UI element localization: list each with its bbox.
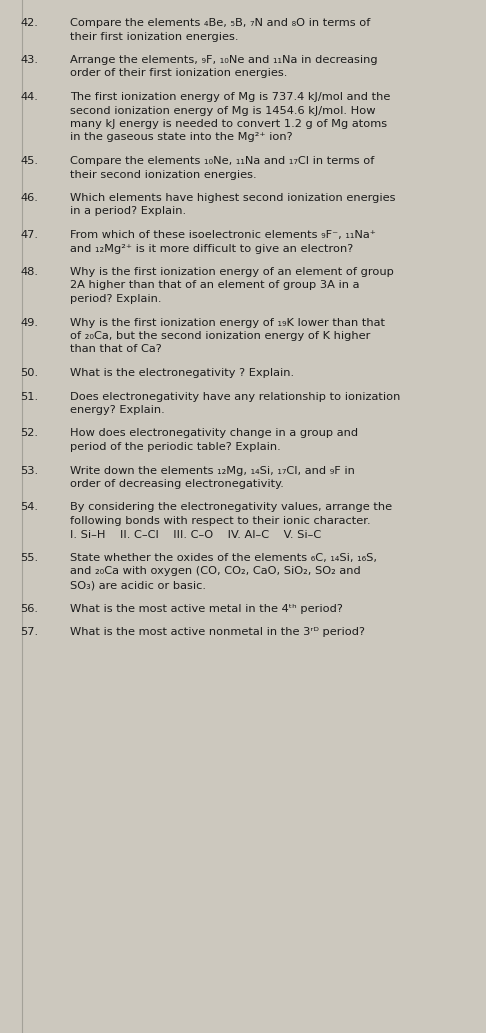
Text: in the gaseous state into the Mg²⁺ ion?: in the gaseous state into the Mg²⁺ ion? — [70, 132, 293, 143]
Text: 56.: 56. — [20, 603, 38, 614]
Text: Why is the first ionization energy of an element of group: Why is the first ionization energy of an… — [70, 267, 394, 277]
Text: period of the periodic table? Explain.: period of the periodic table? Explain. — [70, 442, 281, 452]
Text: By considering the electronegativity values, arrange the: By considering the electronegativity val… — [70, 502, 392, 512]
Text: energy? Explain.: energy? Explain. — [70, 405, 165, 415]
Text: second ionization energy of Mg is 1454.6 kJ/mol. How: second ionization energy of Mg is 1454.6… — [70, 105, 376, 116]
Text: How does electronegativity change in a group and: How does electronegativity change in a g… — [70, 429, 358, 438]
Text: 48.: 48. — [20, 267, 38, 277]
Text: 55.: 55. — [20, 553, 38, 563]
Text: following bonds with respect to their ionic character.: following bonds with respect to their io… — [70, 516, 371, 526]
Text: What is the most active metal in the 4ᵗʰ period?: What is the most active metal in the 4ᵗʰ… — [70, 603, 343, 614]
Text: 52.: 52. — [20, 429, 38, 438]
Text: 54.: 54. — [20, 502, 38, 512]
Text: 51.: 51. — [20, 392, 38, 402]
Text: their second ionization energies.: their second ionization energies. — [70, 169, 257, 180]
Text: of ₂₀Ca, but the second ionization energy of K higher: of ₂₀Ca, but the second ionization energ… — [70, 331, 370, 341]
Text: than that of Ca?: than that of Ca? — [70, 344, 162, 354]
Text: The first ionization energy of Mg is 737.4 kJ/mol and the: The first ionization energy of Mg is 737… — [70, 92, 390, 102]
Text: 42.: 42. — [20, 18, 38, 28]
Text: in a period? Explain.: in a period? Explain. — [70, 207, 186, 217]
Text: Why is the first ionization energy of ₁₉K lower than that: Why is the first ionization energy of ₁₉… — [70, 317, 385, 327]
Text: 2A higher than that of an element of group 3A in a: 2A higher than that of an element of gro… — [70, 281, 360, 290]
Text: and ₂₀Ca with oxygen (CO, CO₂, CaO, SiO₂, SO₂ and: and ₂₀Ca with oxygen (CO, CO₂, CaO, SiO₂… — [70, 566, 361, 576]
Text: many kJ energy is needed to convert 1.2 g of Mg atoms: many kJ energy is needed to convert 1.2 … — [70, 119, 387, 129]
Text: period? Explain.: period? Explain. — [70, 294, 161, 304]
Text: 49.: 49. — [20, 317, 38, 327]
Text: From which of these isoelectronic elements ₉F⁻, ₁₁Na⁺: From which of these isoelectronic elemen… — [70, 230, 376, 240]
Text: 45.: 45. — [20, 156, 38, 166]
Text: SO₃) are acidic or basic.: SO₃) are acidic or basic. — [70, 580, 206, 590]
Text: Does electronegativity have any relationship to ionization: Does electronegativity have any relation… — [70, 392, 400, 402]
Text: their first ionization energies.: their first ionization energies. — [70, 31, 239, 41]
Text: Arrange the elements, ₉F, ₁₀Ne and ₁₁Na in decreasing: Arrange the elements, ₉F, ₁₀Ne and ₁₁Na … — [70, 55, 378, 65]
Text: 43.: 43. — [20, 55, 38, 65]
Text: Write down the elements ₁₂Mg, ₁₄Si, ₁₇Cl, and ₉F in: Write down the elements ₁₂Mg, ₁₄Si, ₁₇Cl… — [70, 466, 355, 475]
Text: 46.: 46. — [20, 193, 38, 204]
Text: 50.: 50. — [20, 368, 38, 378]
Text: 53.: 53. — [20, 466, 38, 475]
Text: State whether the oxides of the elements ₆C, ₁₄Si, ₁₆S,: State whether the oxides of the elements… — [70, 553, 377, 563]
Text: order of decreasing electronegativity.: order of decreasing electronegativity. — [70, 479, 284, 489]
Text: Which elements have highest second ionization energies: Which elements have highest second ioniz… — [70, 193, 396, 204]
Text: I. Si–H    II. C–Cl    III. C–O    IV. Al–C    V. Si–C: I. Si–H II. C–Cl III. C–O IV. Al–C V. Si… — [70, 530, 321, 539]
Text: 47.: 47. — [20, 230, 38, 240]
Text: order of their first ionization energies.: order of their first ionization energies… — [70, 68, 287, 79]
Text: and ₁₂Mg²⁺ is it more difficult to give an electron?: and ₁₂Mg²⁺ is it more difficult to give … — [70, 244, 353, 253]
Text: Compare the elements ₄Be, ₅B, ₇N and ₈O in terms of: Compare the elements ₄Be, ₅B, ₇N and ₈O … — [70, 18, 370, 28]
Text: 44.: 44. — [20, 92, 38, 102]
Text: What is the most active nonmetal in the 3ʳᴰ period?: What is the most active nonmetal in the … — [70, 627, 365, 637]
Text: 57.: 57. — [20, 627, 38, 637]
Text: Compare the elements ₁₀Ne, ₁₁Na and ₁₇Cl in terms of: Compare the elements ₁₀Ne, ₁₁Na and ₁₇Cl… — [70, 156, 374, 166]
Text: What is the electronegativity ? Explain.: What is the electronegativity ? Explain. — [70, 368, 294, 378]
